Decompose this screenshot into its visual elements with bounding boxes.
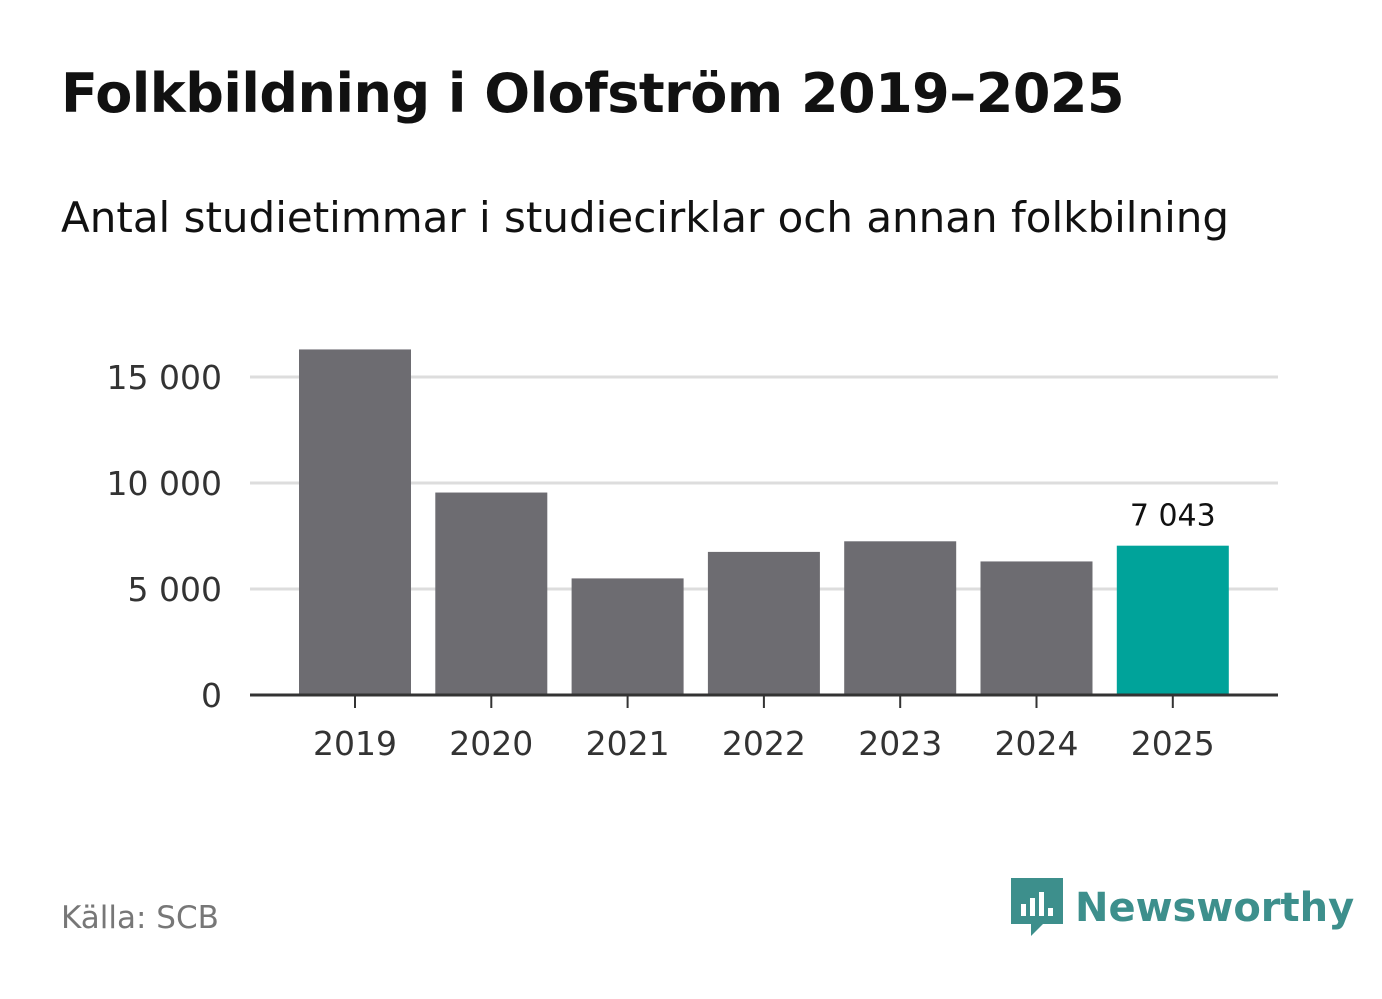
x-tick-label: 2021 xyxy=(586,724,670,763)
brand-name: Newsworthy xyxy=(1075,885,1355,931)
bar-2021 xyxy=(571,578,684,695)
y-tick-label: 15 000 xyxy=(107,358,222,397)
brand: Newsworthy xyxy=(1011,878,1354,938)
newsworthy-logo-icon xyxy=(1011,878,1063,936)
y-tick-label: 0 xyxy=(201,676,222,715)
x-tick-label: 2020 xyxy=(449,724,533,763)
bar-2025 xyxy=(1116,545,1229,695)
x-tick-label: 2022 xyxy=(722,724,806,763)
chart-subtitle: Antal studietimmar i studiecirklar och a… xyxy=(61,193,1230,242)
bar-2022 xyxy=(707,551,820,695)
x-tick-label: 2024 xyxy=(995,724,1079,763)
x-tick-label: 2019 xyxy=(313,724,397,763)
data-label: 7 043 xyxy=(1130,499,1216,534)
y-tick-label: 10 000 xyxy=(107,464,222,503)
chart-title: Folkbildning i Olofström 2019–2025 xyxy=(61,62,1125,125)
bar-2020 xyxy=(435,492,548,695)
bar-2023 xyxy=(844,541,957,695)
source-label: Källa: SCB xyxy=(61,900,219,936)
y-tick-label: 5 000 xyxy=(128,570,222,609)
x-tick-label: 2023 xyxy=(858,724,942,763)
bar-2019 xyxy=(299,349,411,695)
x-tick-label: 2025 xyxy=(1131,724,1215,763)
bar-2024 xyxy=(980,561,1093,695)
bar-chart: 0 5 000 10 000 15 000 2019 2020 2021 2022 2023 20… xyxy=(107,349,1278,763)
